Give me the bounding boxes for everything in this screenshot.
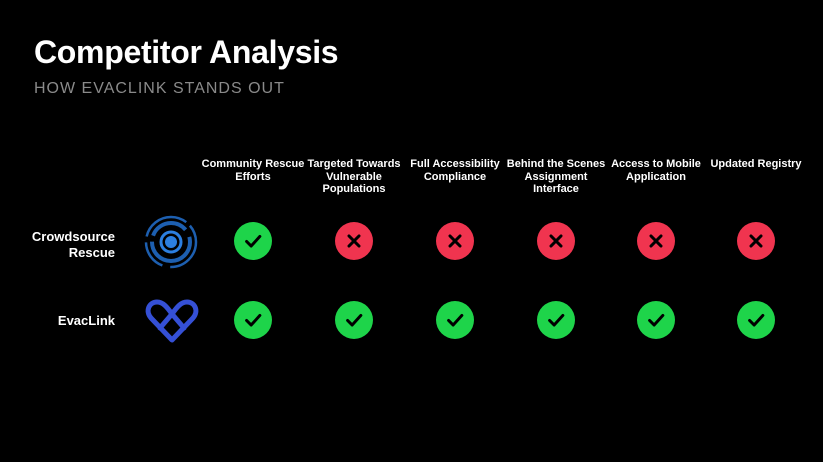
x-icon — [436, 222, 474, 260]
check-icon — [234, 301, 272, 339]
column-header-mobile-app: Access to Mobile Application — [611, 158, 701, 183]
check-icon — [537, 301, 575, 339]
row-label-crowdsource-rescue: Crowdsource Rescue — [31, 229, 115, 260]
column-header-accessibility: Full Accessibility Compliance — [410, 158, 500, 183]
check-icon — [335, 301, 373, 339]
check-icon — [737, 301, 775, 339]
row-label-evaclink: EvacLink — [57, 313, 115, 328]
column-header-assignment-interface: Behind the Scenes Assignment Interface — [506, 158, 606, 195]
column-header-community-rescue: Community Rescue Efforts — [201, 158, 305, 183]
slide-subtitle: HOW EVACLINK STANDS OUT — [34, 80, 285, 97]
check-icon — [637, 301, 675, 339]
column-header-updated-registry: Updated Registry — [710, 158, 802, 170]
crowdsource-rescue-logo-icon — [144, 215, 198, 269]
check-icon — [436, 301, 474, 339]
evaclink-heart-logo-icon — [145, 299, 199, 343]
check-icon — [234, 222, 272, 260]
column-header-vulnerable-populations: Targeted Towards Vulnerable Populations — [307, 158, 401, 195]
x-icon — [537, 222, 575, 260]
x-icon — [637, 222, 675, 260]
slide-title: Competitor Analysis — [34, 34, 339, 70]
x-icon — [737, 222, 775, 260]
x-icon — [335, 222, 373, 260]
